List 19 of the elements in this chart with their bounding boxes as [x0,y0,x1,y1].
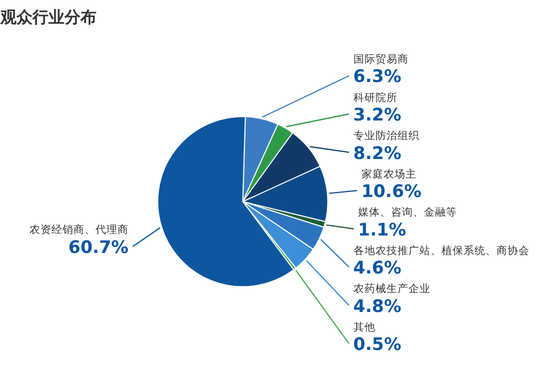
slice-label: 专业防治组织 [353,129,420,142]
chart-title: 观众行业分布 [0,8,96,26]
data-label: 4.8% [353,296,402,317]
data-label: 1.1% [358,220,406,240]
slice-label: 家庭农场主 [361,167,416,180]
slice-label: 科研院所 [353,90,398,104]
slice-label: 其他 [353,320,376,334]
slice-label: 国际贸易商 [353,52,408,66]
data-label: 8.2% [353,144,402,164]
data-label: 0.5% [353,335,402,356]
slice-label: 媒体、咨询、金融等 [358,206,458,219]
data-label: 60.7% [68,238,129,258]
data-label: 4.6% [353,258,402,279]
data-label: 6.3% [353,67,402,88]
slice-label: 农资经销商、代理商 [30,223,129,236]
slice-label: 农药械生产企业 [353,282,430,296]
data-label: 10.6% [361,182,422,202]
slice-label: 各地农技推广站、植保系统、商协会 [353,244,530,257]
data-label: 3.2% [353,106,402,126]
